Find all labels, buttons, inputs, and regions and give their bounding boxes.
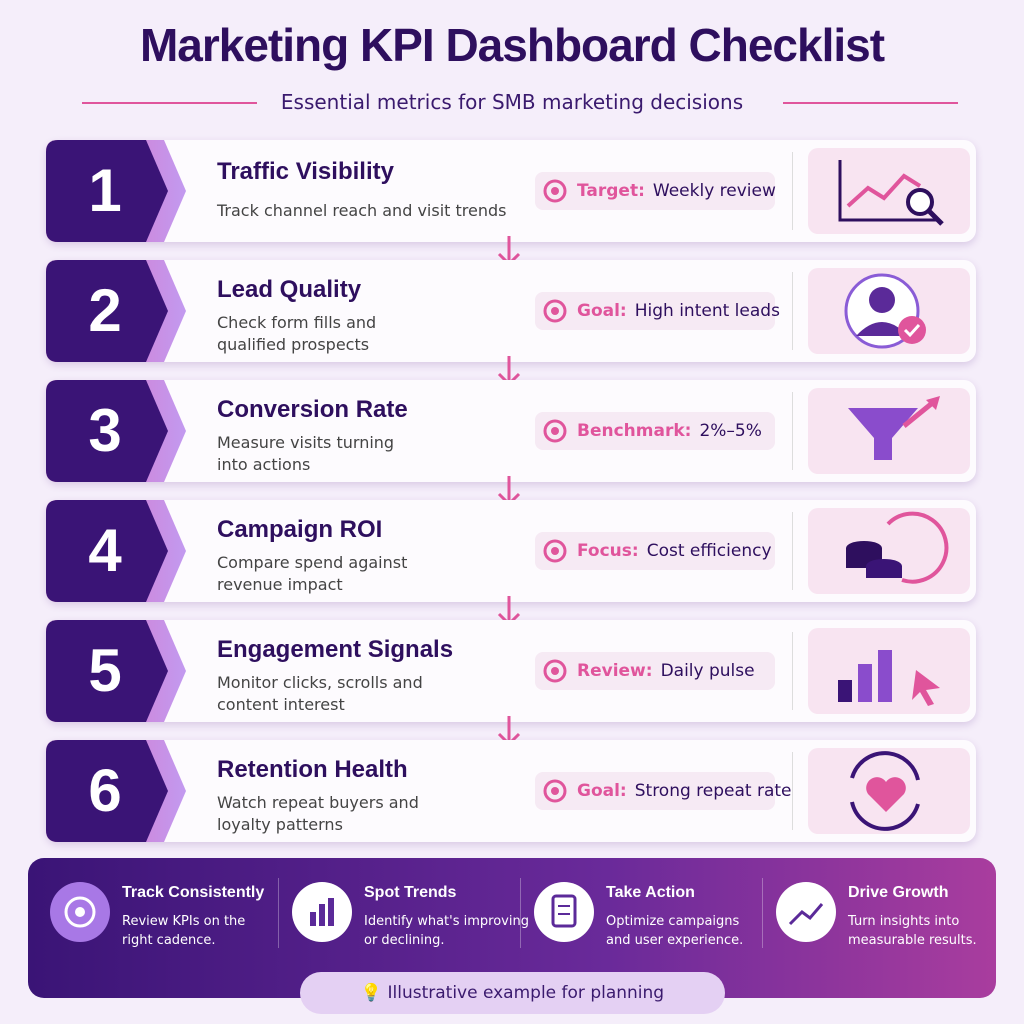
- step-card: 3 Conversion Rate Measure visits turning in…: [46, 380, 976, 482]
- step-metric: Focus: Cost efficiency: [577, 541, 780, 561]
- step-badge: [46, 380, 186, 482]
- step-number: 3: [88, 397, 122, 464]
- step-badge: [46, 620, 186, 722]
- footer-divider: [278, 878, 279, 948]
- footer-icon: [776, 882, 836, 946]
- step-icon: [808, 508, 970, 594]
- footer-icon: [292, 882, 352, 946]
- step-title: Engagement Signals: [217, 636, 454, 663]
- step-title: Conversion Rate: [217, 396, 408, 423]
- note: 💡 Illustrative example for planning: [300, 972, 725, 1014]
- note-text: Illustrative example for planning: [387, 983, 665, 1003]
- step-description: Compare spend against: [217, 553, 408, 572]
- step-pill: Target: Weekly review: [535, 172, 776, 210]
- step-badge: [46, 260, 186, 362]
- step-metric: Goal: Strong repeat rate: [577, 781, 800, 801]
- step-number: 5: [88, 637, 122, 704]
- step-description: Track channel reach and visit trends: [217, 201, 507, 220]
- step-value: Cost efficiency: [646, 541, 772, 561]
- step-description: revenue impact: [217, 575, 343, 594]
- footer-text: and user experience.: [606, 933, 744, 948]
- title: Marketing KPI Dashboard Checklist: [139, 19, 885, 71]
- step-description: Check form fills and: [217, 313, 377, 332]
- footer-text: Turn insights into: [848, 914, 960, 929]
- divider: [792, 632, 793, 710]
- step-value: Daily pulse: [660, 661, 755, 681]
- step-number: 1: [88, 157, 122, 224]
- step-value: High intent leads: [634, 301, 780, 321]
- step-label: Goal:: [577, 781, 627, 801]
- step-card: 1 Traffic Visibility Track channel reach a…: [46, 140, 976, 242]
- step-badge: [46, 140, 186, 242]
- step-pill: Goal: Strong repeat rate: [535, 772, 792, 810]
- step-label: Focus:: [577, 541, 639, 561]
- divider: [792, 512, 793, 590]
- step-title: Campaign ROI: [217, 516, 383, 543]
- divider: [792, 152, 793, 230]
- step-metric: Benchmark: 2%–5%: [577, 421, 770, 441]
- step-number: 6: [88, 757, 122, 824]
- step-badge: [46, 500, 186, 602]
- step-pill: Focus: Cost efficiency: [535, 532, 775, 570]
- step-description: content interest: [217, 695, 345, 714]
- step-label: Target:: [577, 181, 645, 201]
- step-description: Monitor clicks, scrolls and: [217, 673, 423, 692]
- step-value: Strong repeat rate: [634, 781, 792, 801]
- step-icon: [808, 268, 970, 354]
- footer-text: Optimize campaigns: [606, 914, 740, 929]
- rule: [82, 102, 257, 104]
- step-icon: [808, 748, 970, 834]
- step-value: Weekly review: [652, 181, 776, 201]
- divider: [792, 272, 793, 350]
- footer-title: Take Action: [606, 884, 695, 901]
- step-badge: [46, 740, 186, 842]
- step-icon: [808, 388, 970, 474]
- divider: [792, 392, 793, 470]
- footer-icon: [50, 882, 110, 946]
- step-value: 2%–5%: [699, 421, 762, 441]
- step-card: 5 Engagement Signals Monitor clicks, scrol…: [46, 620, 976, 722]
- step-description: Watch repeat buyers and: [217, 793, 419, 812]
- step-description: qualified prospects: [217, 335, 370, 354]
- step-title: Lead Quality: [217, 276, 362, 303]
- step-card: 4 Campaign ROI Compare spend against revenu…: [46, 500, 976, 602]
- footer-title: Drive Growth: [848, 884, 949, 901]
- step-description: loyalty patterns: [217, 815, 343, 834]
- step-icon: [808, 628, 970, 714]
- footer-title: Track Consistently: [122, 884, 265, 901]
- step-metric: Review: Daily pulse: [577, 661, 763, 681]
- footer-title: Spot Trends: [364, 884, 457, 901]
- step-number: 2: [88, 277, 122, 344]
- footer-text: measurable results.: [848, 933, 977, 948]
- step-metric: Goal: High intent leads: [577, 301, 788, 321]
- step-metric: Target: Weekly review: [577, 181, 784, 201]
- subtitle: Essential metrics for SMB marketing deci…: [280, 90, 744, 114]
- step-label: Benchmark:: [577, 421, 692, 441]
- footer-text: Review KPIs on the: [122, 914, 246, 929]
- footer-text: Identify what's improving: [364, 914, 529, 929]
- rule: [783, 102, 958, 104]
- footer-divider: [520, 878, 521, 948]
- step-pill: Goal: High intent leads: [535, 292, 780, 330]
- step-label: Goal:: [577, 301, 627, 321]
- step-pill: Review: Daily pulse: [535, 652, 775, 690]
- step-number: 4: [88, 517, 122, 584]
- step-card: 2 Lead Quality Check form fills and qualifi…: [46, 260, 976, 362]
- step-icon: [808, 148, 970, 234]
- footer-divider: [762, 878, 763, 948]
- step-card: 6 Retention Health Watch repeat buyers and…: [46, 740, 976, 842]
- footer-text: or declining.: [364, 933, 445, 948]
- divider: [792, 752, 793, 830]
- step-pill: Benchmark: 2%–5%: [535, 412, 775, 450]
- step-label: Review:: [577, 661, 653, 681]
- step-title: Traffic Visibility: [217, 158, 394, 185]
- step-description: into actions: [217, 455, 311, 474]
- footer-text: right cadence.: [122, 933, 216, 948]
- footer-icon: [534, 882, 594, 946]
- step-title: Retention Health: [217, 756, 408, 783]
- step-description: Measure visits turning: [217, 433, 395, 452]
